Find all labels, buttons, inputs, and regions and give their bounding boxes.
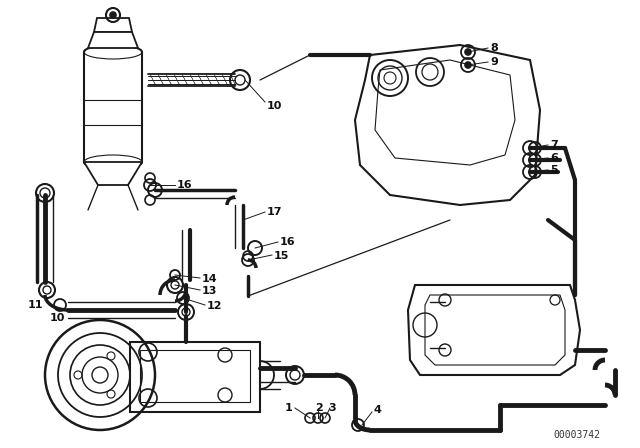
Text: 12: 12 — [207, 301, 223, 311]
Text: 5: 5 — [550, 165, 557, 175]
Circle shape — [465, 49, 471, 55]
Text: 7: 7 — [550, 140, 557, 150]
Text: 00003742: 00003742 — [553, 430, 600, 440]
Text: 17: 17 — [267, 207, 282, 217]
Text: 3: 3 — [328, 403, 335, 413]
Text: 10: 10 — [50, 313, 65, 323]
Text: 16: 16 — [280, 237, 296, 247]
Text: 15: 15 — [274, 251, 289, 261]
Polygon shape — [94, 18, 132, 32]
Text: 4: 4 — [374, 405, 382, 415]
Bar — [130, 342, 260, 412]
Text: 14: 14 — [202, 274, 218, 284]
Text: 13: 13 — [202, 286, 218, 296]
Polygon shape — [88, 32, 138, 48]
Text: 16: 16 — [177, 180, 193, 190]
Text: 10: 10 — [267, 101, 282, 111]
Text: 11: 11 — [28, 300, 44, 310]
Bar — [140, 350, 250, 402]
Circle shape — [110, 12, 116, 18]
Text: 8: 8 — [490, 43, 498, 53]
Polygon shape — [408, 285, 580, 375]
Text: 6: 6 — [550, 153, 558, 163]
Text: 2: 2 — [315, 403, 323, 413]
Circle shape — [465, 62, 471, 68]
Polygon shape — [355, 45, 540, 205]
Text: 9: 9 — [490, 57, 498, 67]
Polygon shape — [84, 162, 142, 185]
Text: 1: 1 — [285, 403, 292, 413]
